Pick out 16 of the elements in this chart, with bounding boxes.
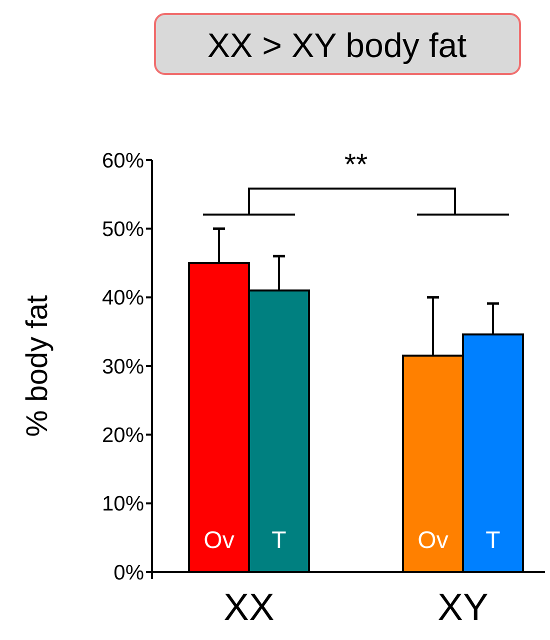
text: T xyxy=(486,527,500,554)
y-axis-title: % body fat xyxy=(21,294,54,437)
series-label: Ov xyxy=(204,527,234,554)
text: Ov xyxy=(418,527,448,554)
y-tick-label: 0% xyxy=(114,561,144,584)
y-tick-label: 60% xyxy=(102,149,144,172)
chart-title: XX > XY body fat xyxy=(207,27,468,65)
y-tick-label: 50% xyxy=(102,218,144,242)
y-tick-label: 10% xyxy=(102,492,144,516)
series-label: T xyxy=(272,527,287,554)
x-tick-label: XX xyxy=(224,587,274,629)
y-tick-label: 20% xyxy=(102,424,144,448)
y-tick-label: 30% xyxy=(102,355,144,378)
y-tick-label: 40% xyxy=(102,286,144,310)
x-tick-label: XY xyxy=(438,587,488,629)
annotation: ** xyxy=(344,148,368,182)
